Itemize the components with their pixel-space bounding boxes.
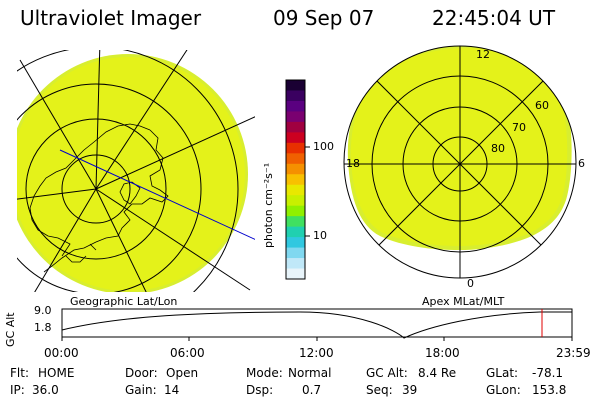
altitude-ytick-min: 1.8 xyxy=(34,321,52,334)
date-label: 09 Sep 07 xyxy=(273,6,375,30)
colorbar-segment xyxy=(286,90,305,102)
lat-circles xyxy=(17,50,239,292)
mlt-label-0: 0 xyxy=(467,277,474,290)
colorbar-segment xyxy=(286,216,305,228)
gcalt-value: 8.4 Re xyxy=(418,366,457,380)
right-map-border xyxy=(343,45,577,279)
colorbar-segment xyxy=(286,163,305,175)
coastline xyxy=(29,123,169,273)
right-oval xyxy=(350,48,568,246)
glon-value: 153.8 xyxy=(532,383,567,397)
colorbar-segment xyxy=(286,237,305,249)
mode-label: Mode: xyxy=(246,366,283,380)
instrument-title: Ultraviolet Imager xyxy=(20,6,202,30)
altitude-xtick-2359: 23:59 xyxy=(556,346,591,360)
colorbar-segment xyxy=(286,100,305,113)
altitude-ytick-max: 9.0 xyxy=(34,304,52,317)
gcalt-label: GC Alt: xyxy=(366,366,408,380)
left-disk xyxy=(17,57,245,291)
ip-label: IP: xyxy=(10,383,25,397)
seq-value: 39 xyxy=(402,383,418,397)
door-value: Open xyxy=(166,366,199,380)
mlat-label-60: 60 xyxy=(535,99,549,112)
glat-label: GLat: xyxy=(486,366,519,380)
altitude-plot xyxy=(61,308,573,341)
right-map-label: Apex MLat/MLT xyxy=(422,295,505,308)
mlt-label-12: 12 xyxy=(476,48,490,61)
altitude-xtick-1200: 12:00 xyxy=(299,346,334,360)
colorbar-segment xyxy=(286,268,305,280)
altitude-xtick-0600: 06:00 xyxy=(170,346,205,360)
mlt-label-6: 6 xyxy=(578,157,585,170)
colorbar-segment xyxy=(286,247,305,259)
flt-label: Flt: xyxy=(10,366,29,380)
geographic-map xyxy=(17,50,255,292)
colorbar-segment xyxy=(286,174,305,186)
mlt-label-18: 18 xyxy=(346,157,360,170)
colorbar-segment xyxy=(286,153,305,165)
colorbar-tick-100: 100 xyxy=(313,140,334,153)
seq-label: Seq: xyxy=(366,383,393,397)
colorbar-segment xyxy=(286,111,305,123)
colorbar-tick-10: 10 xyxy=(313,229,327,242)
color-scale xyxy=(286,80,305,280)
colorbar-segment xyxy=(286,226,305,238)
colorbar-unit-label: photon cm⁻²s⁻¹ xyxy=(262,162,275,248)
time-label: 22:45:04 UT xyxy=(432,6,556,30)
mode-value: Normal xyxy=(288,366,332,380)
colorbar-segment xyxy=(286,195,305,207)
colorbar-segment xyxy=(286,80,305,92)
gain-value: 14 xyxy=(164,383,180,397)
colorbar-segment xyxy=(286,184,305,196)
left-map-label: Geographic Lat/Lon xyxy=(70,295,178,308)
flt-value: HOME xyxy=(38,366,75,380)
colorbar-segment xyxy=(286,142,305,154)
dsp-value: 0.7 xyxy=(302,383,322,397)
colorbar-segment xyxy=(286,132,305,144)
glon-label: GLon: xyxy=(486,383,521,397)
colorbar-segment xyxy=(286,258,305,270)
altitude-xtick-0000: 00:00 xyxy=(44,346,79,360)
altitude-ylabel: GC Alt xyxy=(4,312,17,347)
colorbar-segment xyxy=(286,205,305,217)
ip-value: 36.0 xyxy=(32,383,59,397)
colorbar-segment xyxy=(286,121,305,133)
magnetic-map xyxy=(343,45,577,279)
door-label: Door: xyxy=(125,366,158,380)
dsp-label: Dsp: xyxy=(246,383,274,397)
gain-label: Gain: xyxy=(125,383,157,397)
altitude-xtick-1800: 18:00 xyxy=(425,346,460,360)
colorbar-frame xyxy=(285,79,306,280)
glat-value: -78.1 xyxy=(532,366,564,380)
mlat-label-70: 70 xyxy=(512,121,526,134)
lon-lines xyxy=(17,50,255,292)
mlat-label-80: 80 xyxy=(491,142,505,155)
